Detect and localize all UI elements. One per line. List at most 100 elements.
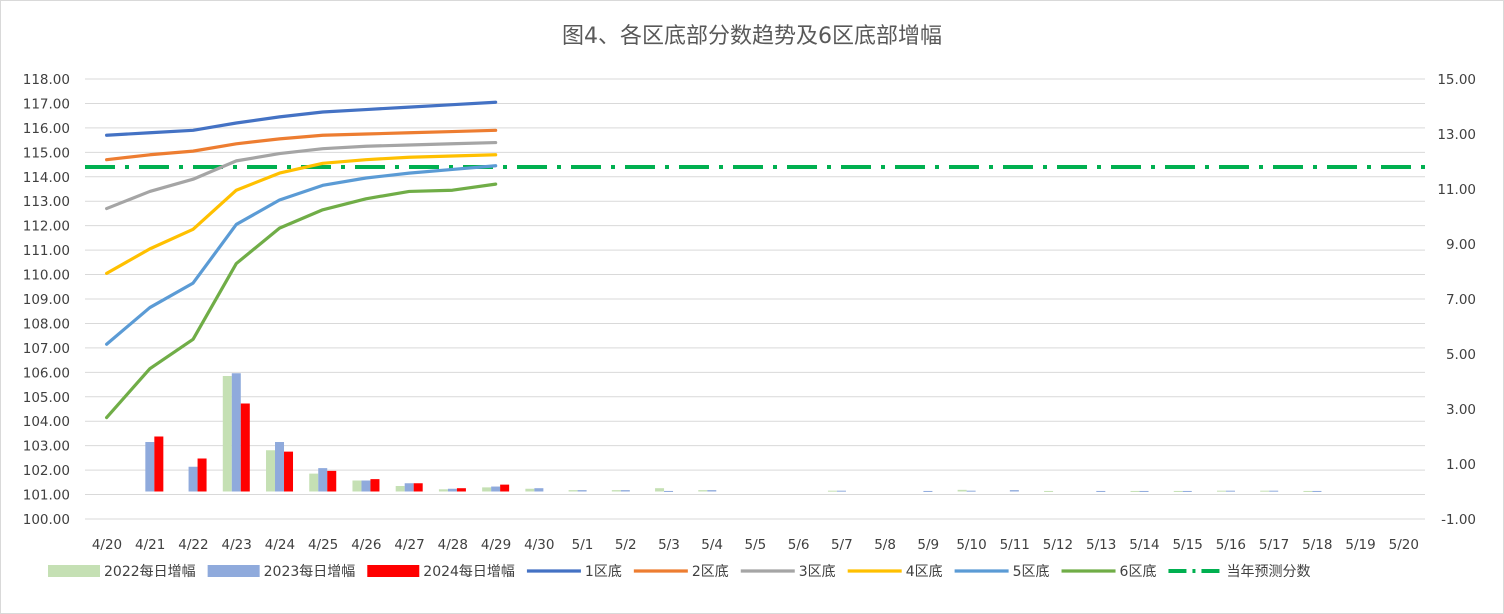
left-tick-label: 114.00 [23, 170, 70, 186]
legend-swatch [367, 565, 420, 577]
bar [266, 450, 276, 492]
bar [370, 479, 380, 492]
bar [456, 488, 466, 492]
bar [534, 488, 544, 492]
left-tick-label: 118.00 [23, 72, 70, 88]
series-line [105, 128, 498, 162]
bar [620, 490, 630, 492]
bar [327, 470, 337, 492]
x-tick-label: 5/20 [1389, 537, 1419, 553]
chart-title: 图4、各区底部分数趋势及6区底部增幅 [562, 24, 942, 49]
legend-label: 4区底 [906, 564, 943, 580]
bar [188, 466, 198, 492]
x-tick-label: 5/12 [1043, 537, 1073, 553]
bar [1173, 490, 1183, 492]
series-line [105, 100, 498, 137]
left-axis-ticks: 100.00 101.00 102.00 103.00 104.00 105.00 106.… [23, 72, 70, 528]
right-tick-label: 9.00 [1446, 237, 1476, 253]
bar [1269, 490, 1279, 492]
x-tick-label: 5/1 [572, 537, 594, 553]
left-tick-label: 113.00 [23, 194, 70, 210]
left-tick-label: 111.00 [23, 243, 70, 259]
right-tick-label: 7.00 [1446, 292, 1476, 308]
bar [500, 484, 510, 492]
bar [222, 376, 232, 492]
left-tick-label: 103.00 [23, 439, 70, 455]
legend-swatch [207, 565, 260, 577]
bar [1260, 490, 1270, 492]
left-tick-label: 107.00 [23, 341, 70, 357]
x-tick-label: 4/24 [265, 537, 295, 553]
x-tick-label: 4/20 [92, 537, 122, 553]
x-tick-label: 5/18 [1302, 537, 1332, 553]
left-tick-label: 105.00 [23, 390, 70, 406]
bar [491, 486, 501, 492]
x-tick-label: 4/28 [438, 537, 468, 553]
right-axis-ticks: -1.00 1.00 3.00 5.00 7.00 9.00 11.00 13.00 15.00 [1437, 72, 1476, 528]
right-tick-label: -1.00 [1441, 512, 1476, 528]
left-tick-label: 109.00 [23, 292, 70, 308]
bar [284, 451, 294, 492]
legend-label: 2区底 [692, 564, 729, 580]
legend-label: 当年预测分数 [1226, 564, 1310, 580]
bar [318, 468, 328, 492]
bar [361, 480, 371, 492]
legend-label: 2022每日增幅 [104, 564, 196, 580]
bar [1130, 490, 1140, 492]
bar [1312, 490, 1322, 492]
legend: 2022每日增幅 2023每日增幅 2024每日增幅 1区底 2区底 3区底 4区底 5区底 6… [48, 564, 1310, 580]
series-line [105, 182, 498, 420]
bar [231, 373, 241, 492]
x-tick-label: 4/23 [222, 537, 252, 553]
bar [1009, 490, 1019, 492]
bar [154, 436, 164, 492]
x-tick-label: 4/27 [394, 537, 424, 553]
daily-increase-bars [145, 373, 1322, 492]
left-tick-label: 101.00 [23, 488, 70, 504]
bar [309, 473, 319, 492]
x-tick-label: 5/13 [1086, 537, 1116, 553]
x-tick-label: 4/21 [135, 537, 165, 553]
bar [1182, 490, 1192, 492]
legend-label: 2024每日增幅 [423, 564, 515, 580]
right-tick-label: 15.00 [1437, 72, 1476, 88]
left-tick-label: 117.00 [23, 96, 70, 112]
bar [707, 490, 717, 492]
bar [395, 486, 405, 492]
x-tick-label: 5/8 [874, 537, 896, 553]
bar [352, 480, 362, 492]
right-tick-label: 1.00 [1446, 457, 1476, 473]
x-tick-label: 5/6 [788, 537, 810, 553]
x-tick-label: 5/7 [831, 537, 853, 553]
left-tick-label: 102.00 [23, 463, 70, 479]
bar [1044, 490, 1054, 492]
x-tick-label: 5/9 [917, 537, 939, 553]
left-tick-label: 100.00 [23, 512, 70, 528]
series-line [105, 140, 498, 211]
bar [1096, 490, 1106, 492]
left-tick-label: 116.00 [23, 121, 70, 137]
bar [568, 490, 578, 492]
left-tick-label: 104.00 [23, 414, 70, 430]
bar [611, 490, 621, 492]
right-tick-label: 11.00 [1437, 182, 1476, 198]
bar [1139, 490, 1149, 492]
bar [957, 489, 967, 492]
bar [827, 490, 837, 492]
series-line [105, 164, 498, 346]
zone-bottom-lines [105, 100, 498, 420]
x-tick-label: 4/25 [308, 537, 338, 553]
x-tick-label: 5/2 [615, 537, 637, 553]
bar [197, 458, 207, 492]
bar [1303, 490, 1313, 492]
legend-label: 1区底 [585, 564, 622, 580]
legend-swatch [48, 565, 100, 577]
gridlines [85, 78, 1425, 520]
x-tick-label: 5/11 [1000, 537, 1030, 553]
bar [413, 483, 423, 492]
bar [1225, 490, 1235, 492]
legend-label: 6区底 [1120, 564, 1157, 580]
bar [438, 489, 448, 492]
legend-label: 2023每日增幅 [264, 564, 356, 580]
bar [664, 490, 674, 492]
